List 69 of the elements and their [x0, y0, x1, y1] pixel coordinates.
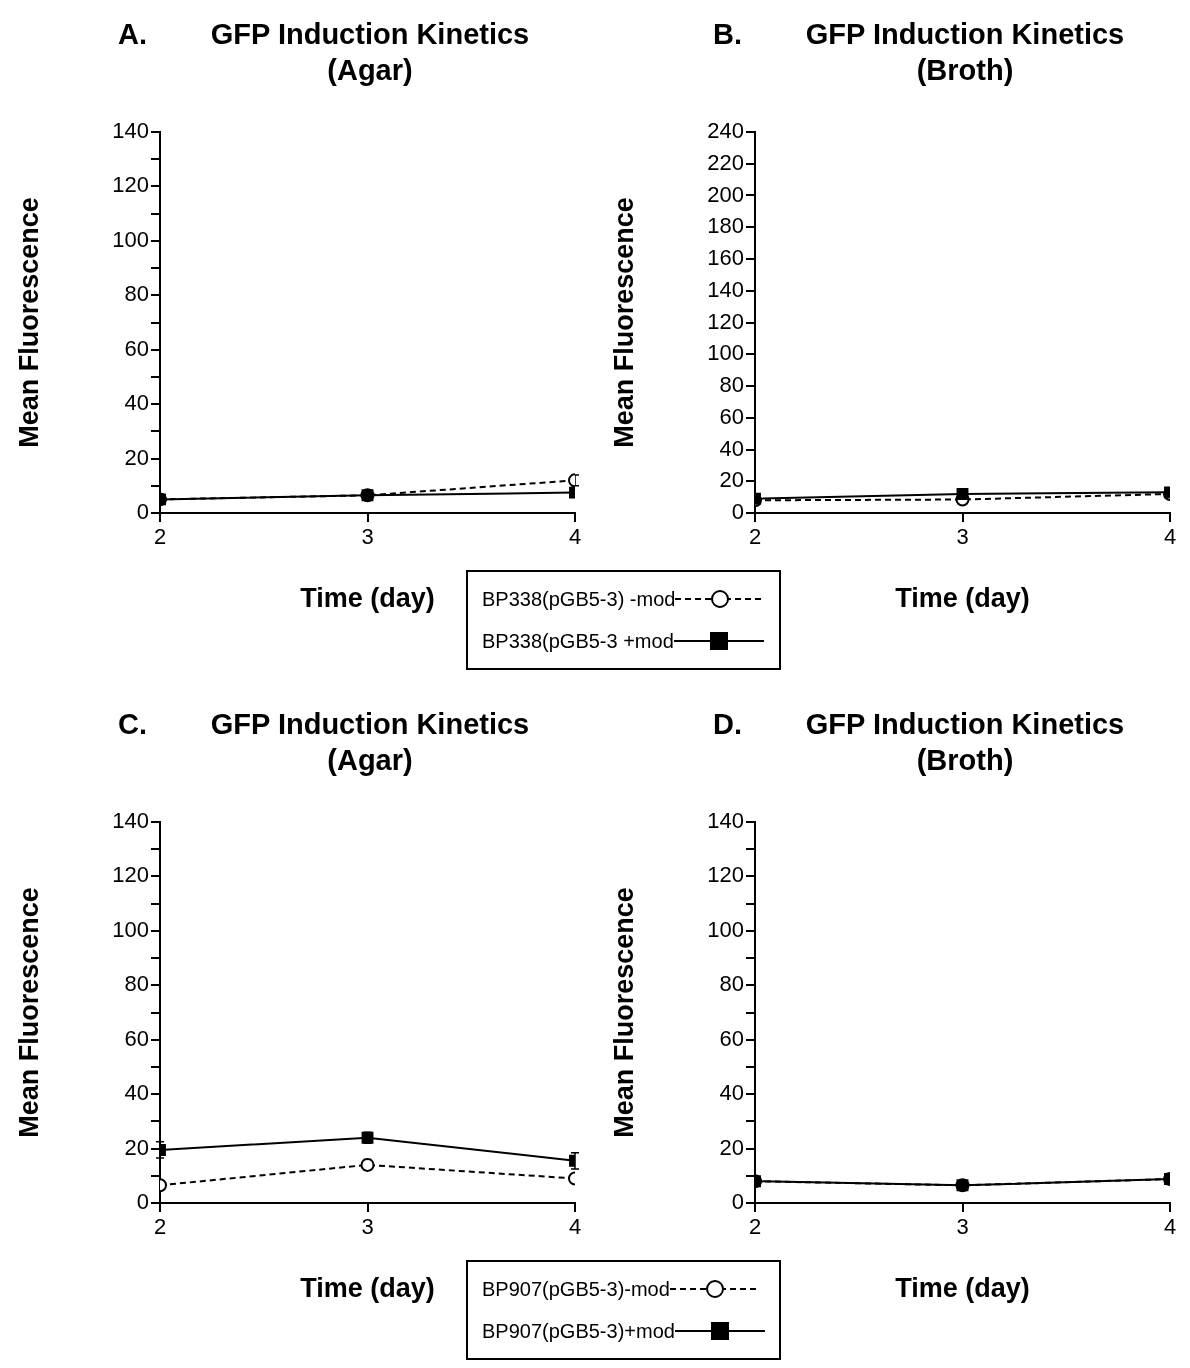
- y-tick-label: 80: [124, 281, 149, 307]
- y-tick-label: 140: [707, 276, 744, 302]
- x-tick-label: 4: [568, 524, 582, 550]
- y-tick-label: 20: [719, 1134, 744, 1160]
- chart-title: GFP Induction Kinetics (Broth): [804, 17, 1126, 88]
- x-axis-title: Time (day): [300, 583, 435, 614]
- y-tick-label: 140: [112, 808, 149, 834]
- x-tick-label: 3: [956, 1214, 969, 1240]
- y-tick-label: 120: [112, 172, 149, 198]
- x-tick-label: 2: [153, 524, 167, 550]
- y-tick-label: 240: [707, 118, 744, 144]
- text: B.: [713, 17, 742, 52]
- y-tick-label: 100: [707, 340, 744, 366]
- y-tick-label: 80: [124, 971, 149, 997]
- y-tick-label: 180: [707, 213, 744, 239]
- y-tick-label: 0: [136, 499, 149, 525]
- x-tick-label: 3: [361, 1214, 374, 1240]
- y-axis-title: Mean Fluorescence: [13, 197, 44, 448]
- y-tick-label: 20: [124, 444, 149, 470]
- y-tick-label: 140: [707, 808, 744, 834]
- y-tick-label: 40: [124, 1080, 149, 1106]
- y-tick-label: 200: [707, 181, 744, 207]
- x-tick-label: 4: [1163, 524, 1177, 550]
- y-tick-label: 60: [719, 1025, 744, 1051]
- x-tick-label: 2: [748, 1214, 762, 1240]
- chart-title: GFP Induction Kinetics (Broth): [804, 707, 1126, 778]
- legend-label: BP907(pGB5-3)+mod: [482, 1319, 675, 1343]
- y-tick-label: 220: [707, 149, 744, 175]
- y-tick-label: 20: [124, 1134, 149, 1160]
- y-tick-label: 0: [731, 499, 744, 525]
- y-tick-label: 0: [136, 1189, 149, 1215]
- y-tick-label: 40: [124, 390, 149, 416]
- legend-label: BP338(pGB5-3 +mod: [482, 629, 674, 653]
- x-tick-label: 2: [153, 1214, 167, 1240]
- y-tick-label: 120: [112, 862, 149, 888]
- legend-label: BP907(pGB5-3)-mod: [482, 1277, 670, 1301]
- y-tick-label: 120: [707, 308, 744, 334]
- y-tick-label: 140: [112, 118, 149, 144]
- x-tick-label: 2: [748, 524, 762, 550]
- text: D.: [713, 707, 742, 742]
- y-axis-title: Mean Fluorescence: [608, 197, 639, 448]
- y-axis-title: Mean Fluorescence: [608, 887, 639, 1138]
- chart-title: GFP Induction Kinetics (Agar): [209, 17, 531, 88]
- x-axis-title: Time (day): [300, 1273, 435, 1304]
- text: A.: [118, 17, 147, 52]
- y-tick-label: 100: [112, 916, 149, 942]
- y-tick-label: 60: [124, 335, 149, 361]
- legend-label: BP338(pGB5-3) -mod: [482, 587, 676, 611]
- y-tick-label: 80: [719, 372, 744, 398]
- y-tick-label: 160: [707, 245, 744, 271]
- y-tick-label: 60: [719, 403, 744, 429]
- y-axis-title: Mean Fluorescence: [13, 887, 44, 1138]
- chart-title: GFP Induction Kinetics (Agar): [209, 707, 531, 778]
- x-tick-label: 4: [1163, 1214, 1177, 1240]
- y-tick-label: 60: [124, 1025, 149, 1051]
- text: C.: [118, 707, 147, 742]
- x-tick-label: 4: [568, 1214, 582, 1240]
- y-tick-label: 120: [707, 862, 744, 888]
- y-tick-label: 40: [719, 1080, 744, 1106]
- y-tick-label: 100: [707, 916, 744, 942]
- y-tick-label: 80: [719, 971, 744, 997]
- x-tick-label: 3: [956, 524, 969, 550]
- y-tick-label: 40: [719, 435, 744, 461]
- y-tick-label: 100: [112, 226, 149, 252]
- y-tick-label: 0: [731, 1189, 744, 1215]
- x-tick-label: 3: [361, 524, 374, 550]
- y-tick-label: 20: [719, 467, 744, 493]
- x-axis-title: Time (day): [895, 1273, 1030, 1304]
- x-axis-title: Time (day): [895, 583, 1030, 614]
